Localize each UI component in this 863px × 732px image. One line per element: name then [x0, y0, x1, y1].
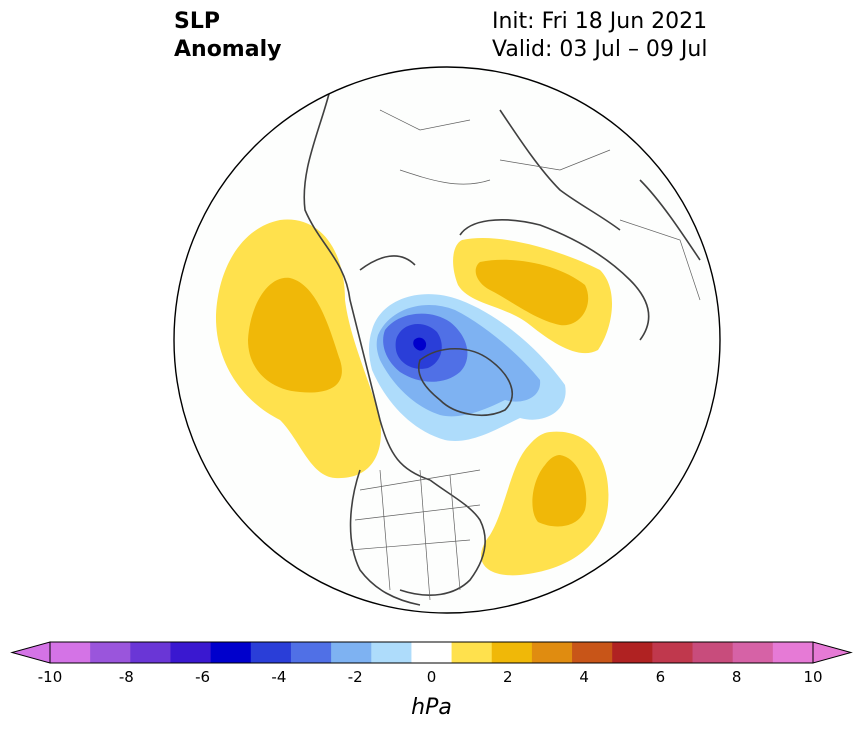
arctic-low-5 [413, 337, 427, 351]
colorbar-frame [49, 641, 814, 664]
colorbar-tick-label: -4 [271, 668, 286, 686]
colorbar-extend-low [10, 641, 51, 664]
colorbar-tick-label: 10 [803, 668, 822, 686]
colorbar-tick-label: -8 [119, 668, 134, 686]
colorbar-segment [130, 642, 171, 663]
valid-range: Valid: 03 Jul – 09 Jul [492, 37, 708, 62]
colorbar-segment [772, 642, 814, 663]
colorbar-tick-label: 0 [427, 668, 437, 686]
colorbar-segment [692, 642, 734, 663]
colorbar-tick-label: 4 [579, 668, 589, 686]
colorbar-segment [210, 642, 252, 663]
colorbar-segment [331, 642, 372, 663]
colorbar-segment [290, 642, 332, 663]
colorbar: -10 -8 -6 -4 -2 0 2 4 6 8 10 [10, 641, 853, 686]
colorbar-segment [612, 642, 653, 663]
title-line-2: Anomaly [174, 37, 282, 62]
atlantic-high-inner [532, 455, 587, 527]
polar-map [173, 66, 721, 614]
globe-outline [173, 66, 721, 614]
colorbar-segment [732, 642, 774, 663]
siberia-high-inner [475, 259, 589, 326]
colorbar-extend-high [812, 641, 853, 664]
map-title: SLP Anomaly [174, 8, 281, 64]
colorbar-tick-label: -6 [195, 668, 210, 686]
coastlines [303, 89, 701, 606]
colorbar-segment [531, 642, 573, 663]
colorbar-segment [250, 642, 292, 663]
colorbar-tick-label: -2 [348, 668, 363, 686]
colorbar-segment [572, 642, 613, 663]
anomaly-field [215, 89, 701, 606]
colorbar-segment [170, 642, 212, 663]
colorbar-tick-label: -10 [38, 668, 63, 686]
colorbar-segment [371, 642, 412, 663]
init-date: Init: Fri 18 Jun 2021 [492, 9, 708, 34]
pacific-high-inner [248, 277, 342, 393]
colorbar-segment [491, 642, 533, 663]
colorbar-segment [90, 642, 131, 663]
colorbar-tick-label: 2 [503, 668, 513, 686]
colorbar-segment [411, 642, 453, 663]
colorbar-segment [50, 642, 91, 663]
title-line-1: SLP [174, 9, 220, 34]
forecast-info: Init: Fri 18 Jun 2021 Valid: 03 Jul – 09… [492, 8, 707, 64]
colorbar-segment [451, 642, 493, 663]
colorbar-tick-label: 6 [656, 668, 666, 686]
colorbar-unit-label: hPa [411, 695, 452, 720]
colorbar-segment [652, 642, 694, 663]
colorbar-tick-label: 8 [732, 668, 742, 686]
borders [349, 109, 701, 601]
